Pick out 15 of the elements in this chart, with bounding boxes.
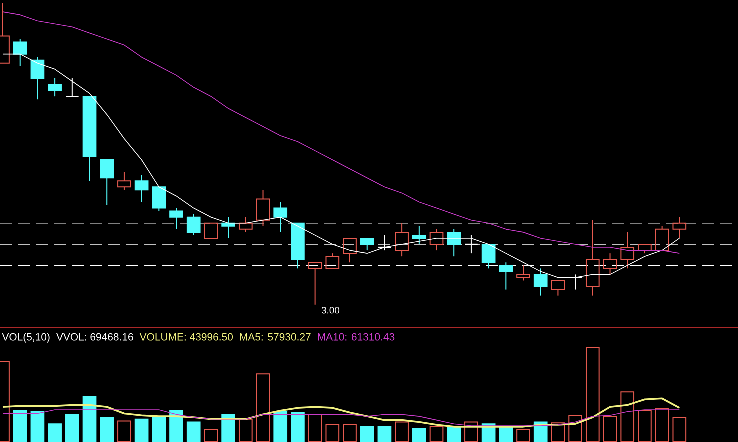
- candlestick: [620, 232, 635, 270]
- candlestick: [395, 222, 409, 258]
- candlestick: [134, 174, 149, 203]
- text: 3.00: [322, 307, 340, 314]
- candlestick: [48, 78, 62, 98]
- candlestick: [256, 190, 270, 227]
- candlestick: [672, 216, 687, 239]
- text: VVOL: 69468.16: [56, 333, 134, 341]
- candlestick: [274, 202, 288, 233]
- text: VOL(5,10): [2, 333, 50, 343]
- text: MA5: 57930.27: [240, 333, 311, 341]
- candlestick: [586, 220, 600, 296]
- bar: [291, 412, 305, 442]
- text: MA10: 61310.43: [318, 333, 395, 341]
- text: VOLUME: 43996.50: [140, 333, 234, 341]
